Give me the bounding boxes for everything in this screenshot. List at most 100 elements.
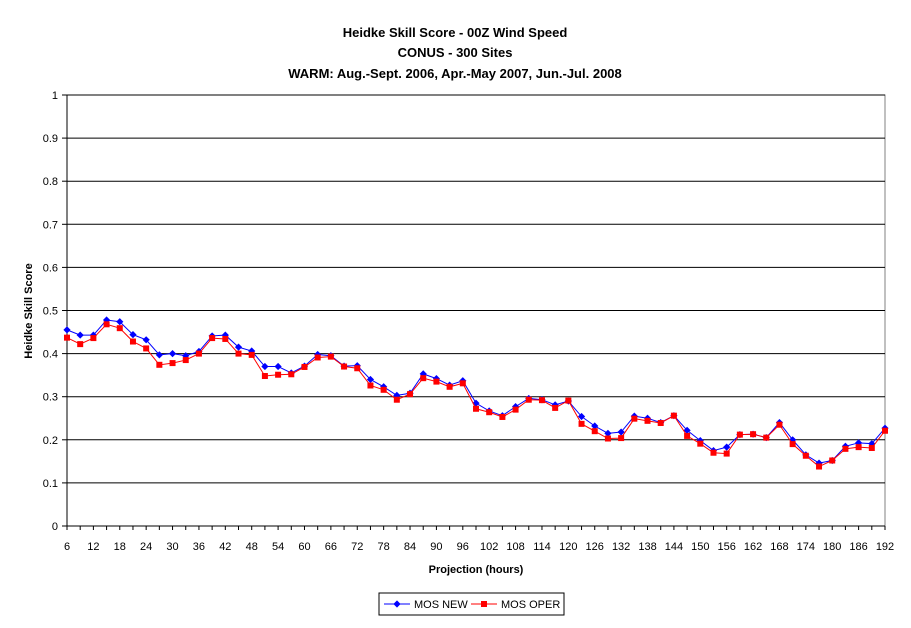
- data-point: [90, 335, 97, 342]
- data-point: [221, 331, 229, 339]
- data-point: [512, 406, 519, 413]
- data-point: [473, 405, 479, 412]
- data-point: [868, 440, 876, 448]
- data-point: [393, 391, 401, 400]
- data-point: [710, 449, 717, 456]
- x-axis-title: Projection (hours): [429, 564, 524, 576]
- data-point: [697, 440, 704, 447]
- legend-label: MOS OPER: [501, 599, 560, 611]
- y-tick-label: 0.2: [43, 435, 58, 447]
- data-point: [789, 441, 796, 448]
- data-point: [182, 357, 189, 364]
- x-tick-label: 48: [246, 541, 258, 553]
- x-tick-label: 138: [638, 541, 656, 553]
- chart-title-line-3: WARM: Aug.-Sept. 2006, Apr.-May 2007, Ju…: [288, 66, 622, 81]
- data-point: [76, 331, 84, 339]
- data-point: [169, 360, 176, 367]
- x-tick-label: 150: [691, 541, 709, 553]
- x-tick-label: 60: [298, 541, 310, 553]
- x-tick-label: 120: [559, 541, 577, 553]
- y-tick-label: 0.1: [43, 478, 58, 490]
- data-point: [274, 362, 282, 371]
- data-point: [234, 343, 243, 351]
- data-point: [367, 382, 374, 389]
- y-tick-label: 0: [52, 521, 58, 533]
- data-point: [684, 432, 691, 439]
- y-tick-label: 0.5: [43, 306, 58, 318]
- data-point: [511, 403, 520, 411]
- data-point: [644, 417, 651, 424]
- data-point: [815, 459, 823, 467]
- data-point: [855, 444, 862, 451]
- x-tick-label: 42: [219, 541, 231, 553]
- data-point: [341, 363, 348, 370]
- data-point: [248, 347, 256, 355]
- data-point: [591, 428, 598, 435]
- data-point: [248, 351, 255, 358]
- data-point: [301, 363, 308, 370]
- y-axis-title: Heidke Skill Score: [23, 263, 35, 358]
- data-point: [77, 341, 84, 348]
- data-point: [855, 439, 863, 447]
- x-tick-label: 162: [744, 541, 762, 553]
- data-point: [776, 421, 783, 428]
- data-point: [683, 426, 691, 434]
- data-point: [366, 375, 375, 384]
- x-tick-label: 24: [140, 541, 152, 553]
- x-tick-label: 126: [586, 541, 604, 553]
- x-tick-label: 132: [612, 541, 630, 553]
- x-tick-label: 18: [114, 541, 126, 553]
- plot-area: 0 0.1 0.2 0.3 0.4 0.5 0.6 0.7 0.8 0.9 1 6 12 18 24 30 36…: [43, 90, 894, 553]
- data-point: [314, 354, 321, 361]
- legend-item-mos-oper: MOS OPER: [471, 599, 560, 611]
- data-point: [143, 345, 150, 352]
- data-point: [195, 350, 202, 357]
- data-point: [552, 404, 559, 411]
- x-tick-label: 90: [430, 541, 442, 553]
- data-point: [459, 380, 466, 387]
- data-point: [420, 375, 427, 382]
- data-point: [696, 437, 704, 445]
- x-tick-label: 36: [193, 541, 205, 553]
- data-point: [116, 318, 124, 326]
- data-point: [565, 397, 572, 404]
- series-mos-oper: [64, 321, 888, 470]
- data-point: [617, 428, 625, 436]
- data-point: [235, 350, 242, 357]
- x-tick-label: 156: [717, 541, 735, 553]
- data-point: [763, 434, 770, 441]
- data-point: [631, 415, 638, 422]
- x-tick-label: 54: [272, 541, 284, 553]
- data-point: [129, 331, 137, 339]
- data-point: [433, 378, 440, 385]
- data-point: [129, 338, 136, 345]
- data-point: [354, 365, 361, 372]
- data-point: [288, 371, 295, 378]
- data-point: [261, 362, 269, 371]
- data-point: [657, 419, 664, 426]
- data-point: [63, 326, 71, 334]
- data-point: [103, 321, 110, 328]
- data-point: [802, 452, 809, 459]
- chart-title-line-2: CONUS - 300 Sites: [398, 45, 513, 60]
- x-tick-label: 144: [665, 541, 683, 553]
- data-point: [816, 463, 823, 470]
- data-point: [789, 436, 797, 444]
- y-tick-label: 0.4: [43, 349, 58, 361]
- x-tick-label: 84: [404, 541, 416, 553]
- x-tick-label: 102: [480, 541, 498, 553]
- x-tick-label: 66: [325, 541, 337, 553]
- legend-marker: [481, 601, 487, 607]
- data-point: [432, 374, 441, 383]
- y-tick-label: 0.9: [43, 133, 58, 145]
- data-point: [89, 331, 97, 339]
- x-tick-label: 186: [849, 541, 867, 553]
- data-point: [842, 445, 849, 452]
- data-point: [538, 397, 545, 404]
- x-tick-label: 78: [378, 541, 390, 553]
- x-tick-label: 180: [823, 541, 841, 553]
- data-point: [525, 396, 532, 403]
- data-point: [604, 429, 612, 437]
- x-tick-label: 72: [351, 541, 363, 553]
